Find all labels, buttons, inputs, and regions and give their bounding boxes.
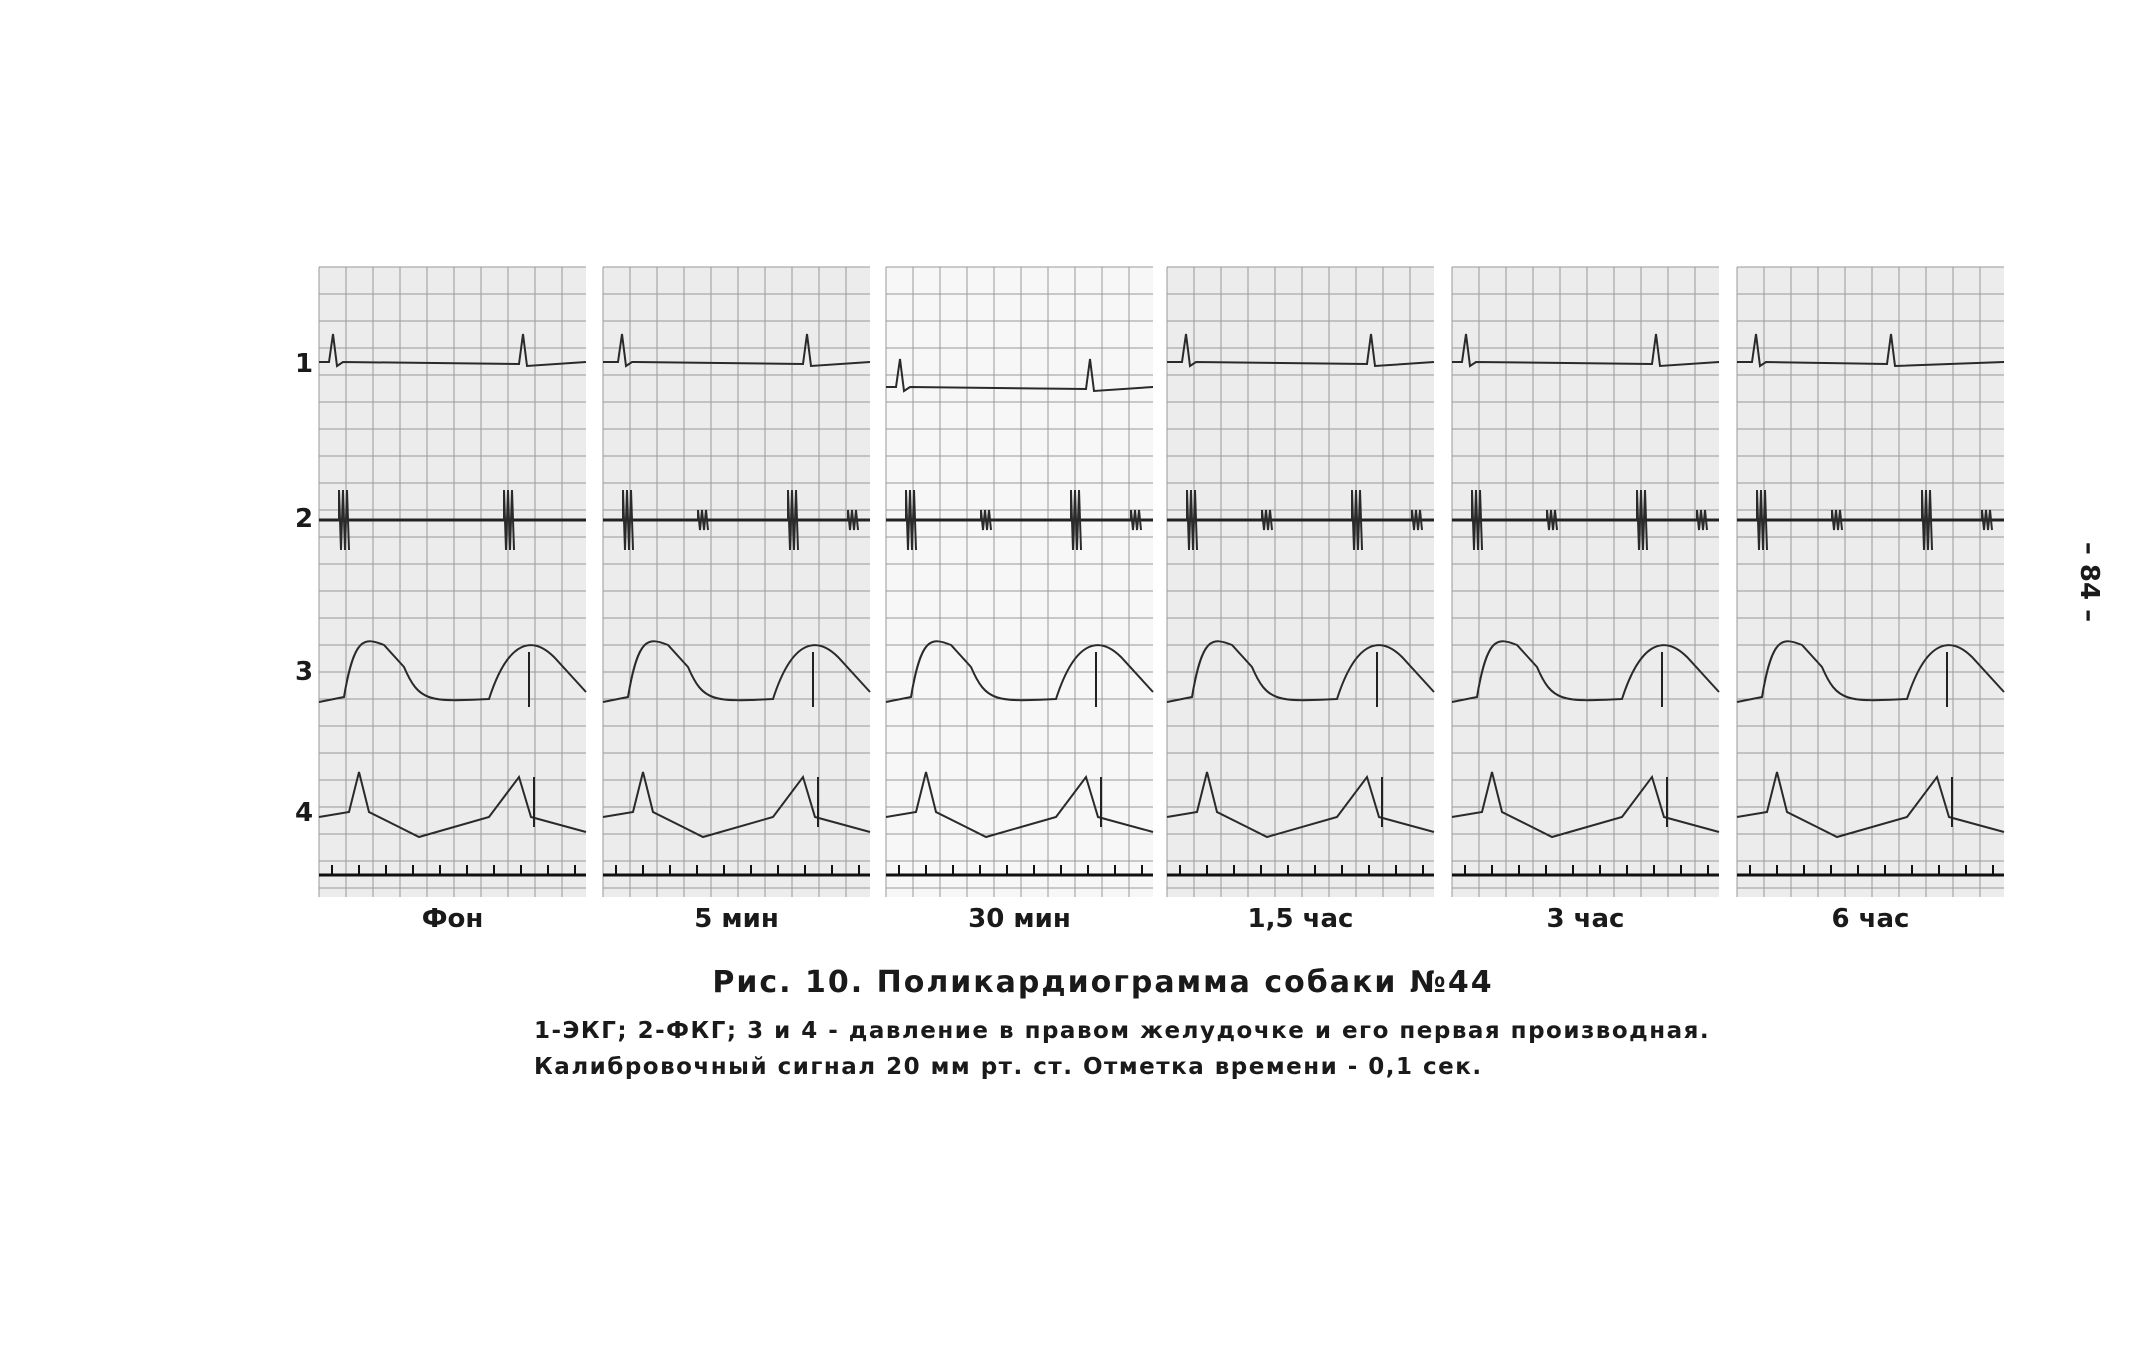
ecg-trace bbox=[1452, 333, 1720, 368]
pcg-burst bbox=[905, 489, 917, 551]
derivative-trace bbox=[318, 771, 587, 839]
pressure-trace bbox=[1166, 640, 1435, 703]
panels: Фон 5 мин 30 мин 1,5 час 3 час 6 час bbox=[318, 266, 2005, 934]
ecg-trace bbox=[886, 358, 1154, 393]
pcg-burst bbox=[1696, 509, 1708, 531]
ecg-trace bbox=[319, 333, 587, 368]
panel: 3 час bbox=[1451, 266, 1720, 934]
pcg-burst bbox=[1471, 489, 1483, 551]
pcg-burst bbox=[1756, 489, 1768, 551]
panel: Фон bbox=[318, 266, 587, 934]
pcg-burst bbox=[1261, 509, 1273, 531]
panel: 6 час bbox=[1736, 266, 2005, 934]
pcg-burst bbox=[1186, 489, 1198, 551]
ecg-trace bbox=[1167, 333, 1435, 368]
derivative-trace bbox=[1166, 771, 1435, 839]
pcg-burst bbox=[503, 489, 515, 551]
derivative-trace bbox=[1451, 771, 1720, 839]
pcg-burst bbox=[338, 489, 350, 551]
pcg-burst bbox=[1981, 509, 1993, 531]
row-label: 4 bbox=[295, 798, 313, 828]
panel: 1,5 час bbox=[1166, 266, 1435, 934]
panel-label: 30 мин bbox=[968, 904, 1071, 934]
pcg-burst bbox=[1070, 489, 1082, 551]
pcg-burst bbox=[1831, 509, 1843, 531]
row-label: 1 bbox=[295, 349, 313, 379]
pcg-burst bbox=[1636, 489, 1648, 551]
caption-line: Калибровочный сигнал 20 мм рт. ст. Отмет… bbox=[534, 1054, 1483, 1080]
caption-title: Рис. 10. Поликардиограмма собаки №44 bbox=[712, 965, 1493, 1000]
pcg-burst bbox=[1921, 489, 1933, 551]
row-label: 2 bbox=[295, 504, 313, 534]
page-number: – 84 – bbox=[2074, 542, 2104, 622]
panel-label: 3 час bbox=[1547, 904, 1625, 934]
panel: 30 мин bbox=[885, 266, 1154, 934]
pcg-burst bbox=[1546, 509, 1558, 531]
panel-label: 6 час bbox=[1832, 904, 1910, 934]
caption-line: 1-ЭКГ; 2-ФКГ; 3 и 4 - давление в правом … bbox=[534, 1018, 1710, 1044]
panel-background bbox=[886, 267, 1153, 897]
pcg-burst bbox=[1351, 489, 1363, 551]
pcg-burst bbox=[1130, 509, 1142, 531]
ecg-trace bbox=[603, 333, 871, 368]
derivative-trace bbox=[602, 771, 871, 839]
pcg-burst bbox=[787, 489, 799, 551]
pcg-burst bbox=[622, 489, 634, 551]
pressure-trace bbox=[1451, 640, 1720, 703]
pressure-trace bbox=[885, 640, 1154, 703]
pcg-burst bbox=[697, 509, 709, 531]
panel-label: Фон bbox=[422, 904, 484, 934]
pcg-burst bbox=[1411, 509, 1423, 531]
pressure-trace bbox=[602, 640, 871, 703]
panel-label: 1,5 час bbox=[1248, 904, 1354, 934]
ecg-trace bbox=[1737, 333, 2005, 368]
pressure-trace bbox=[318, 640, 587, 703]
panel-label: 5 мин bbox=[694, 904, 779, 934]
row-label: 3 bbox=[295, 657, 313, 687]
pressure-trace bbox=[1736, 640, 2005, 703]
pcg-burst bbox=[847, 509, 859, 531]
panel: 5 мин bbox=[602, 266, 871, 934]
pcg-burst bbox=[980, 509, 992, 531]
derivative-trace bbox=[885, 771, 1154, 839]
derivative-trace bbox=[1736, 771, 2005, 839]
